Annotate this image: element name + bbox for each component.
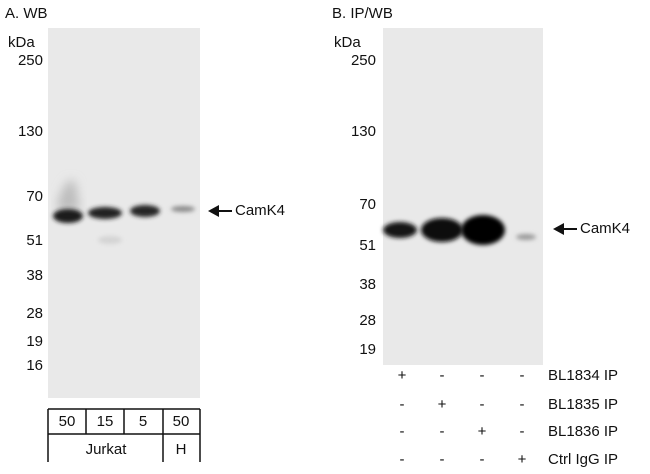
sign: - bbox=[440, 423, 445, 440]
sign: - bbox=[440, 367, 445, 384]
marker-label: 19 bbox=[359, 341, 376, 358]
marker-label: 130 bbox=[18, 123, 43, 140]
sign: - bbox=[440, 451, 445, 468]
marker-label: 19 bbox=[26, 333, 43, 350]
marker-label: 51 bbox=[26, 232, 43, 249]
panel-title: B. IP/WB bbox=[332, 5, 393, 22]
lane-label: 15 bbox=[97, 413, 114, 430]
bands-a bbox=[53, 180, 195, 244]
marker-label: 16 bbox=[26, 357, 43, 374]
sign: - bbox=[520, 367, 525, 384]
sign: - bbox=[520, 423, 525, 440]
marker-label: 250 bbox=[18, 52, 43, 69]
row-label: Ctrl IgG IP bbox=[548, 451, 618, 468]
blot-b bbox=[383, 28, 543, 365]
marker-label: 130 bbox=[351, 123, 376, 140]
marker-label: 250 bbox=[351, 52, 376, 69]
arrows bbox=[208, 205, 577, 235]
sign: - bbox=[480, 396, 485, 413]
lane-table-a bbox=[47, 408, 201, 462]
row-label: BL1836 IP bbox=[548, 423, 618, 440]
marker-label: 38 bbox=[26, 267, 43, 284]
row-label: BL1835 IP bbox=[548, 396, 618, 413]
unit-label: kDa bbox=[334, 34, 361, 51]
sign: + bbox=[478, 423, 487, 440]
sign: - bbox=[480, 451, 485, 468]
lane-label: 5 bbox=[139, 413, 147, 430]
lane-label: 50 bbox=[59, 413, 76, 430]
sign: - bbox=[480, 367, 485, 384]
row-label: BL1834 IP bbox=[548, 367, 618, 384]
group-label: H bbox=[176, 441, 187, 458]
group-label: Jurkat bbox=[86, 441, 128, 458]
marker-label: 38 bbox=[359, 276, 376, 293]
target-label: CamK4 bbox=[580, 220, 630, 237]
unit-label: kDa bbox=[8, 34, 35, 51]
sign: + bbox=[398, 367, 407, 384]
marker-label: 51 bbox=[359, 237, 376, 254]
sign: - bbox=[400, 423, 405, 440]
marker-label: 28 bbox=[26, 305, 43, 322]
sign: - bbox=[400, 396, 405, 413]
marker-label: 70 bbox=[26, 188, 43, 205]
sign: - bbox=[400, 451, 405, 468]
sign: - bbox=[520, 396, 525, 413]
sign: + bbox=[518, 451, 527, 468]
lane-label: 50 bbox=[173, 413, 190, 430]
marker-label: 70 bbox=[359, 196, 376, 213]
panel-title: A. WB bbox=[5, 5, 48, 22]
marker-label: 28 bbox=[359, 312, 376, 329]
sign: + bbox=[438, 396, 447, 413]
target-label: CamK4 bbox=[235, 202, 285, 219]
bands-b bbox=[383, 215, 536, 245]
